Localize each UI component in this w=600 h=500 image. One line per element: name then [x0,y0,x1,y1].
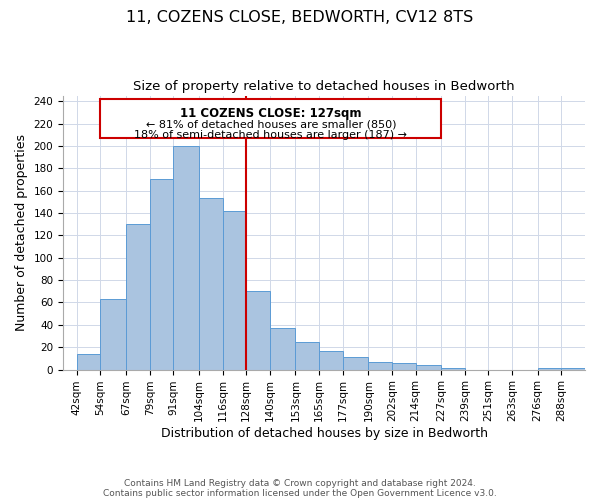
Text: 11, COZENS CLOSE, BEDWORTH, CV12 8TS: 11, COZENS CLOSE, BEDWORTH, CV12 8TS [127,10,473,25]
Bar [173,146,199,370]
Text: 11 COZENS CLOSE: 127sqm: 11 COZENS CLOSE: 127sqm [180,106,362,120]
Bar [562,368,585,370]
Bar [441,368,465,370]
Bar [77,354,100,370]
Bar [319,350,343,370]
Text: 18% of semi-detached houses are larger (187) →: 18% of semi-detached houses are larger (… [134,130,407,140]
Bar [392,363,416,370]
Bar [416,365,441,370]
Bar [223,211,246,370]
Text: ← 81% of detached houses are smaller (850): ← 81% of detached houses are smaller (85… [146,119,396,129]
Text: Contains public sector information licensed under the Open Government Licence v3: Contains public sector information licen… [103,488,497,498]
Bar [199,198,223,370]
Bar [270,328,295,370]
X-axis label: Distribution of detached houses by size in Bedworth: Distribution of detached houses by size … [161,427,488,440]
Bar [149,180,173,370]
Bar [100,299,126,370]
Bar [343,358,368,370]
Bar [126,224,149,370]
FancyBboxPatch shape [100,99,441,138]
Bar [295,342,319,369]
Title: Size of property relative to detached houses in Bedworth: Size of property relative to detached ho… [133,80,515,93]
Bar [246,292,270,370]
Y-axis label: Number of detached properties: Number of detached properties [15,134,28,331]
Bar [368,362,392,370]
Text: Contains HM Land Registry data © Crown copyright and database right 2024.: Contains HM Land Registry data © Crown c… [124,478,476,488]
Bar [538,368,562,370]
